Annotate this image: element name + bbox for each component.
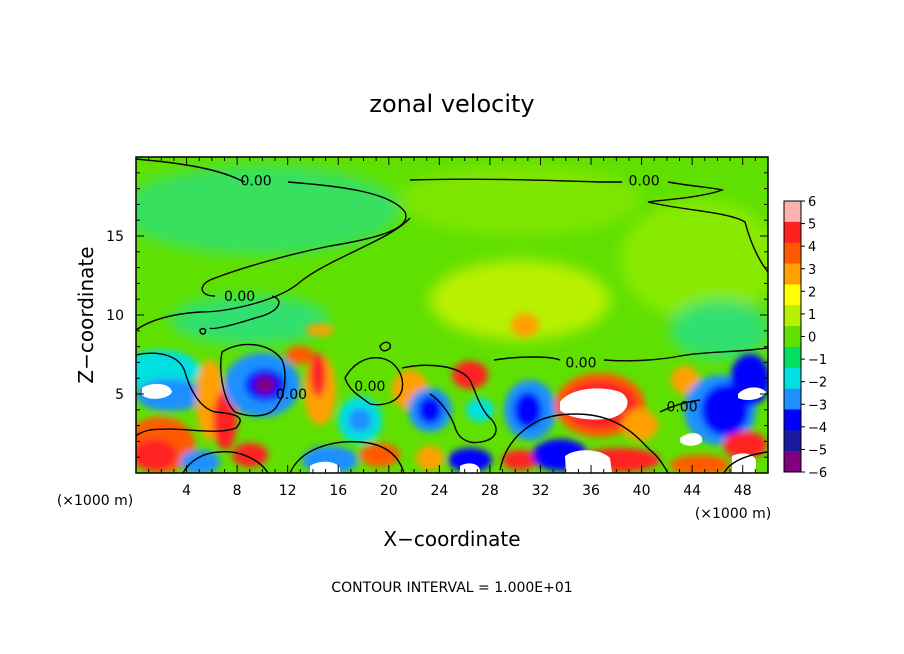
x-tick-label: 20 xyxy=(380,483,398,499)
contour-label: 0.00 xyxy=(666,400,697,416)
x-tick-label: 48 xyxy=(734,483,752,499)
colorbar-swatch xyxy=(784,284,801,306)
colorbar-swatch xyxy=(784,305,801,327)
z-axis-title: Z−coordinate xyxy=(74,246,98,383)
colorbar-tick-label: −6 xyxy=(808,466,827,481)
zero-contours xyxy=(136,158,768,473)
colorbar-swatch xyxy=(784,430,801,452)
colorbar-swatch xyxy=(784,242,801,264)
z-tick-labels: 5 10 15 xyxy=(106,229,124,403)
colorbar-tick-label: 6 xyxy=(808,195,816,210)
colorbar-tick-label: 0 xyxy=(808,331,816,346)
colorbar-swatch xyxy=(784,221,801,243)
x-tick-label: 24 xyxy=(430,483,448,499)
contour-label: 0.00 xyxy=(276,387,307,403)
colorbar-tick-label: −4 xyxy=(808,421,827,436)
contour-label: 0.00 xyxy=(240,174,271,190)
x-axis-title: X−coordinate xyxy=(383,527,520,551)
contour-label: 0.00 xyxy=(224,289,255,305)
z-tick-label: 15 xyxy=(106,229,124,245)
x-unit-label-right: (×1000 m) xyxy=(695,506,771,522)
colorbar-tick-label: −1 xyxy=(808,353,827,368)
z-tick-label: 5 xyxy=(115,387,124,403)
plot-frame xyxy=(135,156,769,474)
colorbar-tick-label: 2 xyxy=(808,285,816,300)
chart-title: zonal velocity xyxy=(369,90,534,118)
colorbar-swatch xyxy=(784,326,801,348)
x-tick-label: 12 xyxy=(279,483,297,499)
x-tick-label: 28 xyxy=(481,483,499,499)
colorbar-tick-label: −5 xyxy=(808,443,827,458)
frame-ticks xyxy=(136,157,768,473)
colorbar-swatch xyxy=(784,263,801,285)
contour-label: 0.00 xyxy=(565,355,596,371)
colorbar-swatch xyxy=(784,367,801,389)
colorbar: 6 5 4 3 2 1 0 −1 −2 −3 −4 −5 −6 xyxy=(783,195,827,481)
colorbar-tick-label: 5 xyxy=(808,218,816,233)
colorbar-swatch xyxy=(784,346,801,369)
contour-interval-note: CONTOUR INTERVAL = 1.000E+01 xyxy=(331,580,572,596)
x-tick-labels: 4 8 12 16 20 24 28 32 36 40 44 48 xyxy=(182,483,752,499)
x-tick-label: 16 xyxy=(329,483,347,499)
contour-label: 0.00 xyxy=(354,379,385,395)
x-tick-label: 44 xyxy=(683,483,701,499)
velocity-field xyxy=(136,157,768,473)
x-tick-label: 40 xyxy=(633,483,651,499)
x-unit-label-left: (×1000 m) xyxy=(57,493,133,509)
contour-labels: 0.00 0.00 0.00 0.00 0.00 0.00 0.00 xyxy=(224,174,698,416)
colorbar-tick-label: 1 xyxy=(808,308,816,323)
colorbar-tick-label: 3 xyxy=(808,263,816,278)
x-tick-label: 8 xyxy=(233,483,242,499)
x-tick-label: 4 xyxy=(182,483,191,499)
colorbar-swatch xyxy=(784,409,801,431)
colorbar-swatch xyxy=(784,388,801,410)
x-tick-label: 36 xyxy=(582,483,600,499)
colorbar-swatch xyxy=(784,201,801,223)
colorbar-tick-label: 4 xyxy=(808,240,816,255)
x-tick-label: 32 xyxy=(532,483,550,499)
colorbar-swatch xyxy=(784,451,801,473)
colorbar-tick-label: −2 xyxy=(808,376,827,391)
z-tick-label: 10 xyxy=(106,308,124,324)
colorbar-tick-label: −3 xyxy=(808,398,827,413)
contour-label: 0.00 xyxy=(629,174,660,190)
